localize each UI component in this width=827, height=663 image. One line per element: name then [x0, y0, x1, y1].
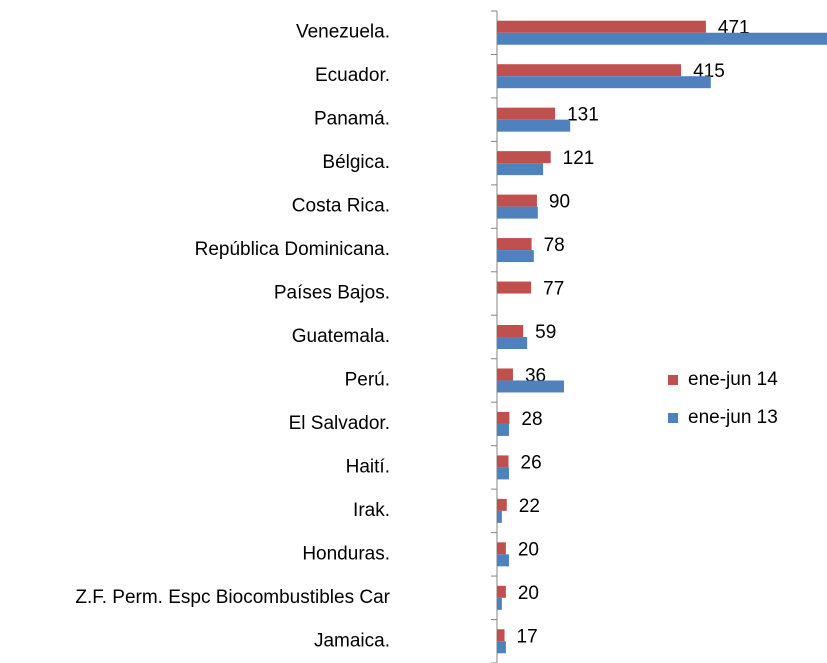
data-label: 121 [563, 148, 595, 169]
bar [497, 32, 827, 45]
bar [497, 20, 706, 33]
bar [497, 238, 532, 251]
data-label: 77 [543, 279, 564, 300]
legend-label: ene-jun 13 [688, 407, 778, 428]
y-tick-label: Bélgica. [322, 152, 390, 173]
data-label: 22 [519, 496, 540, 517]
y-tick-label: Costa Rica. [292, 196, 390, 217]
bar [497, 368, 513, 381]
bar [497, 337, 528, 349]
data-label: 20 [518, 539, 539, 560]
bar [497, 641, 506, 654]
bar [497, 411, 510, 424]
y-tick-label: Perú. [345, 369, 390, 390]
bar [497, 76, 711, 89]
y-tick-label: Jamaica. [314, 630, 390, 651]
y-tick-label: Ecuador. [315, 65, 390, 86]
bar [497, 250, 534, 263]
data-label: 78 [544, 235, 565, 256]
bar [497, 629, 505, 642]
y-tick-label: República Dominicana. [195, 239, 390, 260]
bar [497, 151, 551, 164]
bar [497, 64, 682, 77]
bar [497, 467, 509, 480]
y-tick-label: Honduras. [302, 543, 390, 564]
legend-swatch [668, 375, 678, 385]
data-label: 90 [549, 192, 570, 213]
data-label: 20 [518, 583, 539, 604]
y-tick-label: Irak. [353, 500, 390, 521]
bar [497, 423, 509, 436]
bar [497, 597, 502, 610]
bar [497, 498, 507, 511]
legend-swatch [668, 413, 678, 423]
y-tick-label: Z.F. Perm. Espc Biocombustibles Car [75, 587, 390, 608]
bar [497, 542, 506, 555]
bar [497, 119, 571, 132]
bar [497, 194, 537, 207]
y-tick-label: Venezuela. [296, 22, 390, 43]
y-tick-label: Guatemala. [292, 326, 390, 347]
y-tick-label: El Salvador. [289, 413, 390, 434]
data-label: 59 [535, 322, 556, 343]
bar [497, 281, 532, 294]
bar [497, 380, 564, 393]
y-tick-label: Haití. [346, 456, 390, 477]
bar [497, 554, 509, 567]
y-tick-label: Países Bajos. [274, 283, 390, 304]
data-label: 17 [517, 626, 538, 647]
bar [497, 585, 506, 598]
legend-label: ene-jun 14 [688, 369, 778, 390]
bar [497, 455, 509, 468]
y-tick-label: Panamá. [314, 109, 390, 130]
data-label: 26 [521, 452, 542, 473]
bar [497, 206, 538, 219]
bar [497, 163, 544, 176]
bar [497, 107, 556, 120]
bar [497, 325, 524, 337]
data-label: 28 [521, 409, 542, 430]
bar [497, 510, 502, 523]
data-label: 131 [567, 105, 599, 126]
